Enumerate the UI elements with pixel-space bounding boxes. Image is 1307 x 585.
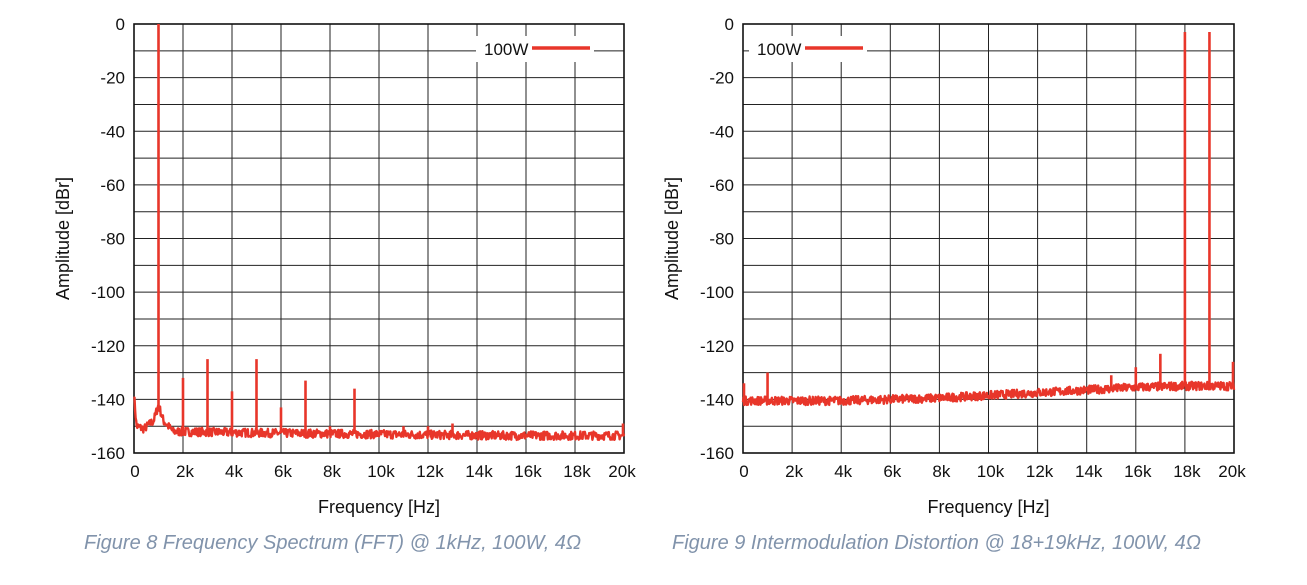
legend-label: 100W — [484, 40, 528, 59]
figure-9-caption: Figure 9 Intermodulation Distortion @ 18… — [672, 532, 1201, 554]
y-tick-label: -40 — [709, 122, 734, 141]
y-tick-label: 0 — [116, 15, 125, 34]
x-tick-label: 14k — [465, 462, 493, 481]
x-tick-label: 10k — [367, 462, 395, 481]
y-tick-label: -140 — [91, 390, 125, 409]
y-tick-label: 0 — [725, 15, 734, 34]
x-tick-label: 0 — [130, 462, 139, 481]
y-tick-label: -140 — [700, 390, 734, 409]
legend-label: 100W — [757, 40, 801, 59]
x-tick-label: 6k — [883, 462, 901, 481]
y-tick-label: -100 — [91, 283, 125, 302]
y-tick-label: -80 — [709, 230, 734, 249]
figure-8-caption: Figure 8 Frequency Spectrum (FFT) @ 1kHz… — [84, 532, 582, 554]
series-noise-floor — [741, 380, 1236, 407]
x-tick-label: 2k — [785, 462, 803, 481]
y-tick-label: -40 — [100, 122, 125, 141]
y-tick-label: -120 — [700, 337, 734, 356]
y-tick-label: -160 — [700, 444, 734, 463]
y-axis-label: Amplitude [dBr] — [662, 177, 682, 300]
x-tick-label: 20k — [608, 462, 636, 481]
x-axis-label: Frequency [Hz] — [318, 497, 440, 517]
x-tick-label: 8k — [932, 462, 950, 481]
x-tick-label: 20k — [1218, 462, 1246, 481]
x-tick-label: 0 — [739, 462, 748, 481]
x-tick-label: 12k — [1026, 462, 1054, 481]
y-tick-label: -120 — [91, 337, 125, 356]
y-tick-label: -60 — [709, 176, 734, 195]
x-tick-label: 12k — [416, 462, 444, 481]
y-tick-label: -100 — [700, 283, 734, 302]
x-tick-label: 8k — [323, 462, 341, 481]
x-tick-label: 16k — [514, 462, 542, 481]
plot-frame — [133, 23, 625, 454]
chart-1: 0 -20 -40 -60 -80 -100 -120 -140 -160 0 2k 4k 6k 8k 10… — [53, 15, 636, 517]
x-tick-label: 14k — [1075, 462, 1103, 481]
y-tick-label: -20 — [100, 69, 125, 88]
x-tick-label: 16k — [1124, 462, 1152, 481]
y-tick-label: -20 — [709, 69, 734, 88]
y-tick-label: -80 — [100, 230, 125, 249]
x-tick-label: 10k — [977, 462, 1005, 481]
x-axis-label: Frequency [Hz] — [927, 497, 1049, 517]
series-noise-floor — [133, 396, 626, 442]
chart-2: 0 -20 -40 -60 -80 -100 -120 -140 -160 0 2k 4k 6k 8k 10… — [662, 15, 1246, 517]
x-tick-label: 18k — [1173, 462, 1201, 481]
x-tick-label: 6k — [274, 462, 292, 481]
y-tick-label: -60 — [100, 176, 125, 195]
x-tick-label: 4k — [225, 462, 243, 481]
y-axis-label: Amplitude [dBr] — [53, 177, 73, 300]
plot-frame — [742, 23, 1235, 454]
x-tick-label: 4k — [834, 462, 852, 481]
x-tick-label: 2k — [176, 462, 194, 481]
x-tick-label: 18k — [563, 462, 591, 481]
y-tick-label: -160 — [91, 444, 125, 463]
